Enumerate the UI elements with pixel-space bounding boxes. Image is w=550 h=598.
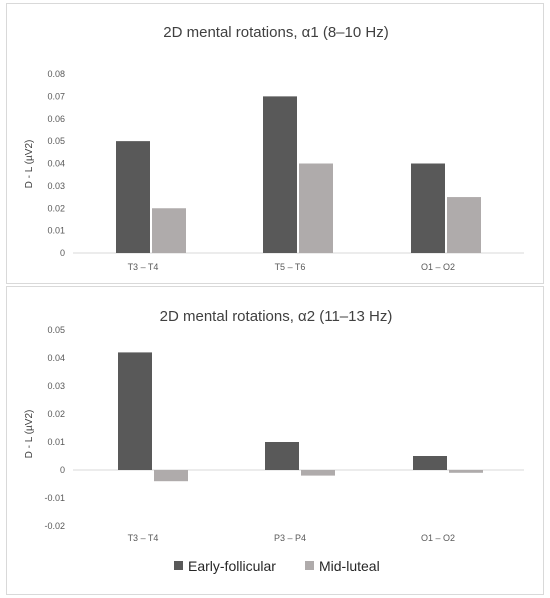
bar-early-follicular (413, 456, 447, 470)
chart-alpha2: 2D mental rotations, α2 (11–13 Hz) D - L… (24, 308, 524, 574)
legend: Early-follicular Mid-luteal (174, 558, 380, 574)
y-tick-label: 0.08 (47, 69, 65, 79)
x-tick-label: T5 – T6 (275, 262, 306, 272)
x-tick-label: O1 – O2 (421, 533, 455, 543)
bar-mid-luteal (447, 197, 481, 253)
y-tick-label: -0.02 (44, 521, 65, 531)
y-axis-label: D - L (µV2) (24, 410, 35, 459)
bar-early-follicular (265, 442, 299, 470)
y-tick-label: 0 (60, 248, 65, 258)
y-tick-label: 0.05 (47, 136, 65, 146)
y-tick-label: 0 (60, 465, 65, 475)
bar-mid-luteal (449, 470, 483, 473)
legend-label-mid-luteal: Mid-luteal (319, 558, 380, 574)
y-tick-label: 0.03 (47, 381, 65, 391)
y-tick-label: 0.01 (47, 437, 65, 447)
y-tick-label: 0.02 (47, 203, 65, 213)
y-tick-label: 0.06 (47, 114, 65, 124)
chart-title: 2D mental rotations, α1 (8–10 Hz) (163, 24, 388, 41)
y-axis-label: D - L (µV2) (24, 140, 35, 189)
bar-mid-luteal (154, 470, 188, 482)
legend-swatch-early-follicular (174, 561, 183, 570)
bar-early-follicular (118, 352, 152, 470)
y-tick-label: 0.04 (47, 159, 65, 169)
y-tick-label: 0.05 (47, 325, 65, 335)
bar-mid-luteal (152, 208, 186, 253)
bar-mid-luteal (299, 163, 333, 253)
legend-label-early-follicular: Early-follicular (188, 558, 276, 574)
y-tick-label: 0.07 (47, 91, 65, 101)
x-tick-label: O1 – O2 (421, 262, 455, 272)
bar-early-follicular (116, 141, 150, 253)
chart-title: 2D mental rotations, α2 (11–13 Hz) (160, 308, 393, 325)
bar-mid-luteal (301, 470, 335, 476)
y-tick-label: 0.03 (47, 181, 65, 191)
legend-swatch-mid-luteal (305, 561, 314, 570)
bar-early-follicular (411, 163, 445, 253)
y-tick-label: 0.04 (47, 353, 65, 363)
y-tick-label: 0.01 (47, 226, 65, 236)
x-tick-label: P3 – P4 (274, 533, 306, 543)
bar-early-follicular (263, 96, 297, 253)
y-tick-label: 0.02 (47, 409, 65, 419)
chart-panel-alpha1: 2D mental rotations, α1 (8–10 Hz) D - L … (6, 3, 544, 284)
chart-panel-alpha2: 2D mental rotations, α2 (11–13 Hz) D - L… (6, 286, 544, 595)
x-tick-label: T3 – T4 (128, 533, 159, 543)
x-tick-label: T3 – T4 (128, 262, 159, 272)
y-tick-label: -0.01 (44, 493, 65, 503)
chart-alpha1: 2D mental rotations, α1 (8–10 Hz) D - L … (24, 24, 524, 272)
